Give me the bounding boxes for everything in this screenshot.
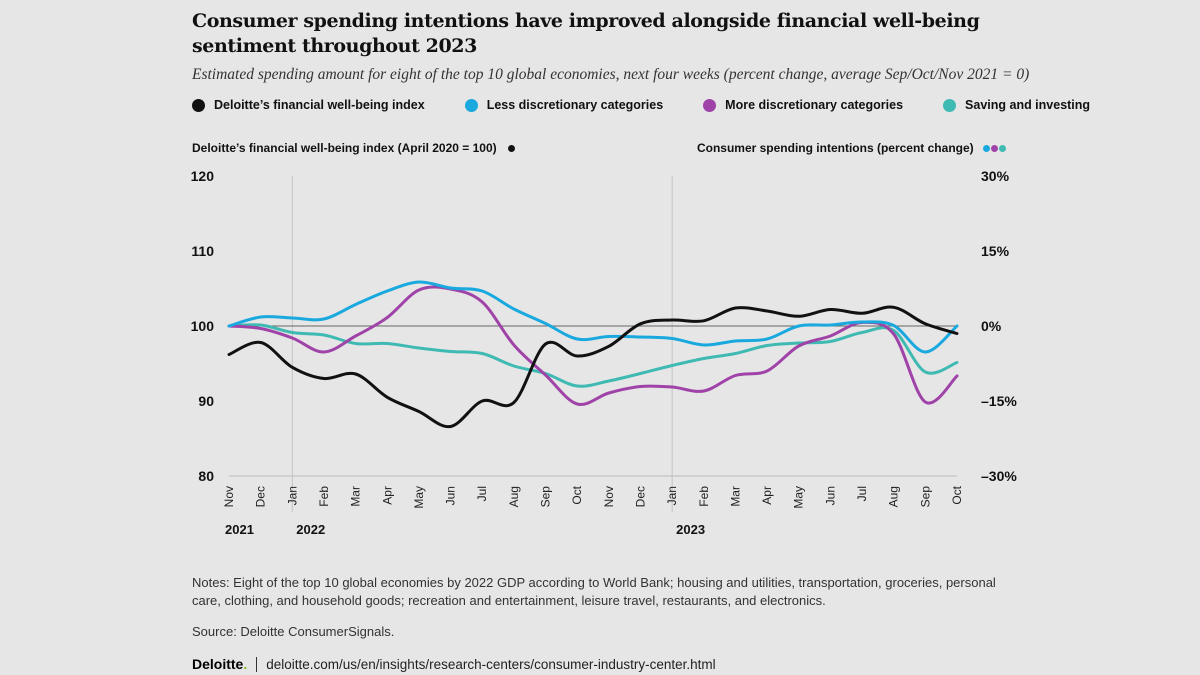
legend-label: Less discretionary categories <box>486 98 664 112</box>
x-tick-label: Aug <box>507 486 521 507</box>
x-tick-label: Feb <box>317 486 331 507</box>
x-tick-label: Jun <box>823 486 837 505</box>
x-tick-label: Jul <box>855 486 869 501</box>
series-line-less-discretionary-categories <box>227 280 959 354</box>
x-tick-label: May <box>412 486 426 509</box>
x-tick-label: Mar <box>349 486 363 507</box>
right-axis-title: Consumer spending intentions (percent ch… <box>697 141 1006 155</box>
black-dot-icon <box>508 145 515 153</box>
purple-dot-icon <box>991 145 998 153</box>
left-tick-label: 100 <box>191 318 215 334</box>
deloitte-logo: Deloitte. <box>192 656 248 672</box>
chart-subtitle: Estimated spending amount for eight of t… <box>192 66 1030 83</box>
series-line-deloitte-s-financial-well-being-index <box>227 305 959 429</box>
footer-link[interactable]: deloitte.com/us/en/insights/research-cen… <box>266 656 716 672</box>
right-tick-label: 15% <box>981 243 1010 259</box>
legend-dot-icon <box>943 98 957 112</box>
legend-item-more-discretionary: More discretionary categories <box>703 98 903 112</box>
x-tick-label: Nov <box>602 486 616 507</box>
teal-dot-icon <box>999 145 1006 153</box>
right-tick-label: 30% <box>981 168 1010 184</box>
x-tick-label: Jun <box>444 486 458 505</box>
x-tick-label: Dec <box>633 486 647 507</box>
series-line-more-discretionary-categories <box>227 285 959 406</box>
legend-label: Saving and investing <box>965 98 1091 112</box>
left-tick-label: 90 <box>198 393 214 409</box>
x-tick-label: Nov <box>222 486 236 507</box>
x-tick-label: Mar <box>728 486 742 507</box>
year-label: 2023 <box>676 522 705 537</box>
x-tick-label: Apr <box>380 486 394 505</box>
x-tick-label: Jul <box>475 486 489 501</box>
legend-label: Deloitte’s financial well-being index <box>214 98 425 112</box>
x-tick-label: Oct <box>570 485 584 504</box>
legend-label: More discretionary categories <box>725 98 904 112</box>
line-chart: 80 90 100 110 120 30% 15% 0% –15% –30% Nov Dec Jan Fe… <box>191 168 1018 537</box>
chart-source: Source: Deloitte ConsumerSignals. <box>192 624 395 639</box>
x-tick-label: Aug <box>887 486 901 507</box>
chart-notes: Notes: Eight of the top 10 global econom… <box>192 575 996 608</box>
right-axis-title-text: Consumer spending intentions (percent ch… <box>696 141 974 155</box>
x-tick-label: Sep <box>539 486 553 508</box>
series-line-saving-and-investing <box>227 323 959 388</box>
legend-dot-icon <box>464 98 478 112</box>
chart-title: Consumer spending intentions have improv… <box>192 10 980 57</box>
blue-dot-icon <box>983 145 990 153</box>
year-label: 2022 <box>296 522 325 537</box>
footer: Deloitte. deloitte.com/us/en/insights/re… <box>192 656 716 672</box>
legend-item-saving-investing: Saving and investing <box>943 98 1090 112</box>
x-tick-label: Dec <box>254 486 268 507</box>
left-tick-label: 80 <box>198 468 214 484</box>
footer-divider <box>256 656 258 672</box>
year-label: 2021 <box>225 522 254 537</box>
legend-item-less-discretionary: Less discretionary categories <box>464 98 664 112</box>
left-axis-title-text: Deloitte’s financial well-being index (A… <box>192 141 497 155</box>
left-tick-label: 120 <box>191 168 215 184</box>
legend-dot-icon <box>703 98 717 112</box>
x-tick-label: Oct <box>950 485 964 504</box>
right-tick-label: –30% <box>981 468 1017 484</box>
legend-item-wellbeing: Deloitte’s financial well-being index <box>192 98 425 112</box>
x-tick-label: Sep <box>918 486 932 508</box>
x-tick-label: Feb <box>697 486 711 507</box>
left-tick-label: 110 <box>191 243 214 259</box>
x-tick-label: May <box>792 486 806 509</box>
x-tick-label: Jan <box>665 486 679 505</box>
x-tick-label: Jan <box>285 486 299 505</box>
left-axis-title: Deloitte’s financial well-being index (A… <box>192 141 515 155</box>
legend: Deloitte’s financial well-being index Le… <box>192 95 1130 115</box>
right-tick-label: 0% <box>981 318 1002 334</box>
x-tick-label: Apr <box>760 486 774 505</box>
right-tick-label: –15% <box>981 393 1017 409</box>
legend-dot-icon <box>192 98 205 112</box>
